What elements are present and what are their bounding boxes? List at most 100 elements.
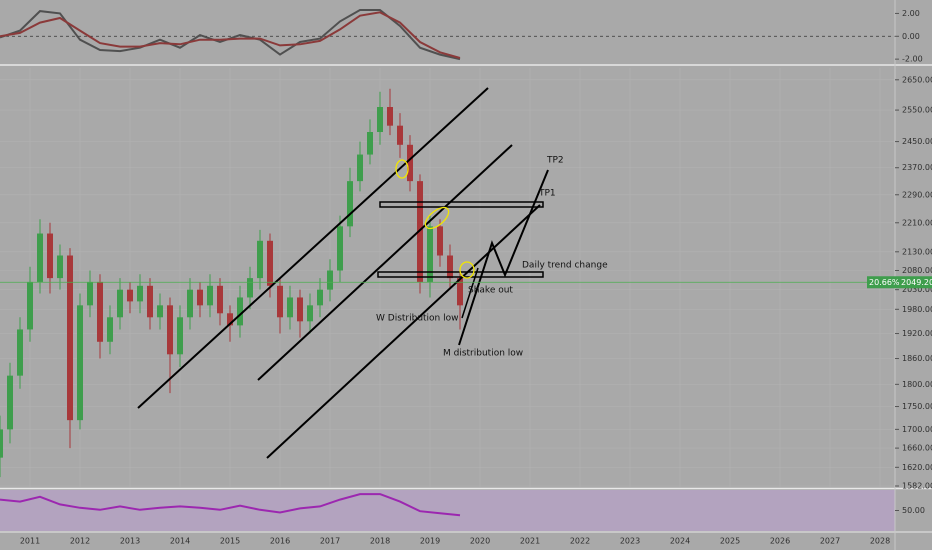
y-tick-label: 2.00 (902, 9, 920, 18)
candle-body (407, 144, 413, 182)
x-tick-label: 2013 (120, 537, 140, 546)
x-tick-label: 2026 (770, 537, 790, 546)
trend-line (257, 144, 513, 381)
candle-body (247, 278, 253, 298)
y-tick-label: 1660.00 (902, 444, 932, 453)
x-tick-label: 2012 (70, 537, 90, 546)
y-tick-label: 1582.00 (902, 482, 932, 491)
y-tick-label: 0.00 (902, 32, 920, 41)
candle-body (0, 429, 3, 458)
candle-body (307, 305, 313, 322)
candle-body (427, 226, 433, 282)
candle-body (57, 255, 63, 279)
x-tick-label: 2020 (470, 537, 490, 546)
candle-body (157, 305, 163, 318)
candle-body (337, 226, 343, 271)
y-tick-label: 2550.00 (902, 106, 932, 115)
candle-body (227, 313, 233, 326)
candle-body (317, 289, 323, 306)
x-tick-label: 2028 (870, 537, 890, 546)
candle-body (77, 305, 83, 421)
candle-body (287, 297, 293, 318)
highlight-ellipse (395, 159, 409, 179)
annotation: W Distribution low (376, 314, 459, 324)
candle-body (447, 255, 453, 279)
candle-body (37, 233, 43, 282)
y-tick-label: 2210.00 (902, 218, 932, 227)
y-tick-label: 1800.00 (902, 380, 932, 389)
candle-body (277, 285, 283, 318)
x-tick-label: 2021 (520, 537, 540, 546)
zone-box (379, 201, 544, 208)
candle-body (297, 297, 303, 322)
y-tick-label: 1620.00 (902, 463, 932, 472)
candle-body (17, 329, 23, 376)
candle-body (387, 107, 393, 126)
candle-body (67, 255, 73, 421)
trend-line (461, 267, 479, 319)
y-tick-label: 2080.00 (902, 266, 932, 275)
x-tick-label: 2019 (420, 537, 440, 546)
y-tick-label: 2130.00 (902, 247, 932, 256)
x-tick-label: 2023 (620, 537, 640, 546)
candle-body (357, 154, 363, 182)
y-tick-label: 2290.00 (902, 190, 932, 199)
candle-body (217, 285, 223, 314)
candle-body (437, 226, 443, 256)
y-tick-label: -2.00 (902, 55, 923, 64)
y-tick-label: 2450.00 (902, 137, 932, 146)
x-tick-label: 2025 (720, 537, 740, 546)
annotation: TP1 (538, 189, 556, 199)
candle-body (47, 233, 53, 279)
candle-body (127, 289, 133, 302)
candle-body (27, 281, 33, 330)
highlight-ellipse (459, 261, 475, 279)
last-price-label: 2049.20 (901, 278, 932, 287)
x-tick-label: 2014 (170, 537, 190, 546)
drawings (137, 87, 549, 459)
y-tick-label: 1860.00 (902, 354, 932, 363)
last-price-box (896, 276, 932, 289)
candle-body (377, 107, 383, 133)
change-label: 20.66% (869, 278, 900, 287)
candle-body (267, 240, 273, 286)
candle-body (167, 305, 173, 355)
candle-body (117, 289, 123, 318)
y-tick-label: 1980.00 (902, 305, 932, 314)
candle-body (257, 240, 263, 279)
x-tick-label: 2016 (270, 537, 290, 546)
line-series (0, 493, 461, 517)
candle-body (7, 375, 13, 430)
change-box (867, 276, 896, 289)
y-tick-label: 50.00 (902, 506, 925, 515)
data-layer (0, 9, 463, 517)
grid-layer (0, 35, 895, 487)
trend-line (266, 204, 541, 459)
candle-body (187, 289, 193, 318)
y-tick-label: 1920.00 (902, 329, 932, 338)
candle-body (457, 278, 463, 306)
y-tick-label: 2030.00 (902, 285, 932, 294)
x-tick-label: 2015 (220, 537, 240, 546)
x-tick-label: 2018 (370, 537, 390, 546)
candle-body (137, 285, 143, 302)
annotation: Daily trend change (522, 261, 608, 271)
candle-body (87, 281, 93, 306)
x-tick-label: 2022 (570, 537, 590, 546)
candle-body (397, 125, 403, 145)
x-tick-label: 2024 (670, 537, 690, 546)
candle-body (327, 270, 333, 290)
annotation: Shake out (468, 286, 513, 296)
y-tick-label: 2650.00 (902, 75, 932, 84)
x-tick-label: 2027 (820, 537, 840, 546)
candle-body (207, 285, 213, 306)
projection-path (458, 169, 549, 346)
candle-body (177, 317, 183, 355)
y-tick-label: 1700.00 (902, 425, 932, 434)
y-tick-label: 1750.00 (902, 402, 932, 411)
line-series (0, 11, 461, 59)
highlight-ellipse (424, 206, 450, 230)
x-tick-label: 2011 (20, 537, 40, 546)
